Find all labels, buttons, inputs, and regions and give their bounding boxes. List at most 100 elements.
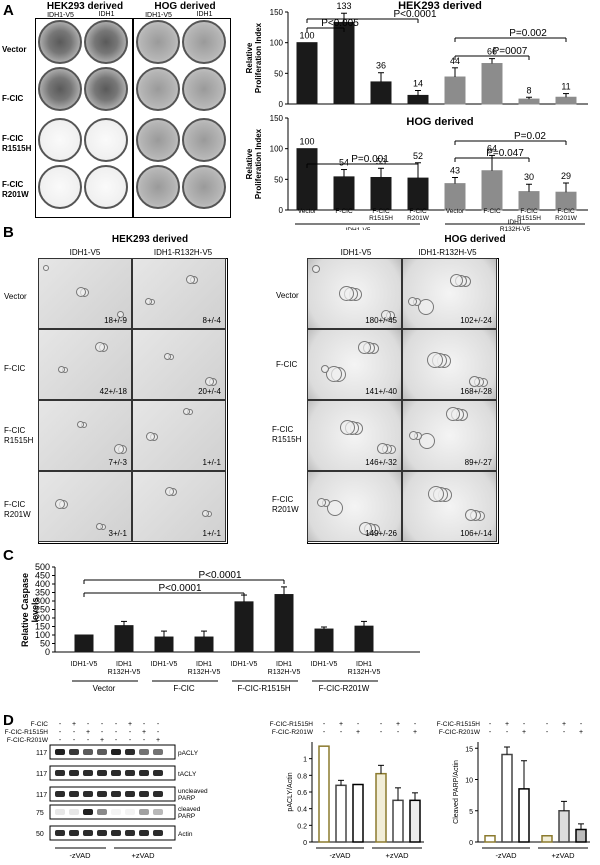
legend-sign: -	[506, 729, 509, 736]
legend-sign: +	[356, 729, 360, 736]
bar	[318, 745, 330, 843]
hek-microscopy-cell: 7+/-3	[38, 400, 132, 471]
panel-b-label: B	[3, 224, 14, 241]
y-tick-label: 250	[35, 605, 50, 615]
bar	[518, 98, 540, 105]
blot-band	[139, 770, 149, 776]
y-tick-label: 150	[270, 8, 284, 17]
parp-quant-chart: 0 5 10 15	[465, 742, 590, 847]
panel-b-hog-row-fcic: F-CIC	[276, 360, 298, 369]
colony-count: 20+/-4	[198, 387, 221, 396]
value-label: 52	[413, 151, 423, 161]
x-category-line: IDH1-V5	[71, 661, 98, 668]
y-tick-label: 350	[35, 588, 50, 598]
x-category-line: IDH1	[356, 661, 372, 668]
colony-spot	[95, 342, 105, 352]
hog-proliferation-chart: 0 50 100 150 100 54 53 52 43 64 30 29 HOG derived Rel…	[245, 114, 588, 215]
legend-sign: +	[579, 729, 583, 736]
x-category-label: IDH1 R132H-V5	[188, 661, 221, 676]
hog-microscopy-cell: 141+/-40	[307, 329, 402, 400]
panel-a-row-fcic: F-CIC	[2, 94, 24, 103]
blot-band	[97, 749, 107, 755]
x-category-label: F-CIC R201W	[555, 208, 578, 222]
blot-band	[97, 809, 107, 815]
legend-sign: -	[580, 721, 583, 728]
bar	[501, 753, 513, 843]
panel-c-label: C	[3, 547, 14, 564]
blot-band	[97, 791, 107, 797]
y-axis-title-line: Proliferation Index	[254, 22, 263, 93]
hek-microscopy-cell: 1+/-1	[132, 471, 226, 542]
colony-count: 180+/-45	[365, 316, 397, 325]
p-value: P<0.005	[321, 18, 359, 29]
condition-sign: -	[73, 737, 76, 744]
colony-spot	[381, 310, 391, 320]
colony-count: 141+/-40	[365, 387, 397, 396]
panel-a-label: A	[3, 2, 14, 19]
panel-a-hek-header: HEK293 derived	[46, 1, 124, 12]
chart-title: HEK293 derived	[398, 0, 482, 12]
legend-sign: -	[380, 721, 383, 728]
treatment-label: -zVAD	[495, 851, 517, 860]
x-category-line: F-CIC	[483, 208, 501, 215]
colony-spot	[419, 433, 435, 449]
condition-sign: -	[87, 737, 90, 744]
blot-label: tACLY	[178, 771, 197, 778]
legend-sign: -	[546, 721, 549, 728]
group-label-idh1: IDH1-V5	[346, 227, 371, 230]
colony-spot	[164, 353, 171, 360]
y-tick-label: 0.2	[297, 823, 307, 830]
blot-band	[139, 791, 149, 797]
blot-band	[125, 749, 135, 755]
y-axis-title: Relative Caspaselevels	[20, 573, 40, 647]
bar	[352, 783, 364, 843]
legend-sign: -	[489, 721, 492, 728]
panel-a-hog-header: HOG derived	[154, 1, 216, 12]
condition-sign: +	[100, 737, 104, 744]
hek-microscopy-cell: 1+/-1	[132, 400, 226, 471]
bar	[484, 835, 496, 843]
bar	[555, 96, 577, 105]
x-category-label: IDH1-V5	[71, 661, 98, 668]
colony-spot	[450, 274, 463, 287]
hek-dish	[38, 67, 82, 111]
hek-microscopy-cell: 8+/-4	[132, 258, 226, 329]
condition-sign: -	[59, 729, 62, 736]
y-axis-title: Cleaved PARP/Actin	[453, 760, 460, 824]
colony-spot	[326, 366, 342, 382]
blot-band	[111, 749, 121, 755]
hek-dish	[84, 20, 128, 64]
blot-label-line: cleaved	[178, 806, 201, 813]
colony-spot	[77, 421, 84, 428]
colony-spot	[96, 523, 103, 530]
mw-marker: 75	[36, 810, 44, 817]
y-tick-label: 0	[469, 840, 473, 847]
x-category-line: F-CIC	[335, 208, 353, 215]
bar	[392, 799, 404, 843]
bar	[154, 636, 174, 653]
blot-label-line: PARP	[178, 795, 195, 802]
blot-label: Actin	[178, 831, 193, 838]
x-category-line: IDH1-V5	[151, 661, 178, 668]
y-tick-label: 500	[35, 562, 50, 572]
value-label: 133	[336, 1, 351, 11]
value-label: 30	[524, 172, 534, 182]
bar	[333, 176, 355, 211]
condition-label: F-CIC-R201W	[7, 737, 49, 744]
x-category-label: F-CIC R1515H	[369, 208, 393, 222]
treatment-label: +zVAD	[132, 851, 156, 860]
bar	[194, 636, 214, 653]
panel-b-hog-col-r132h: IDH1-R132H-V5	[418, 248, 477, 257]
colony-spot	[377, 443, 388, 454]
panel-b-hek-row-r1515h: F-CIC R1515H	[4, 426, 34, 445]
bar	[481, 170, 503, 211]
hog-microscopy-cell: 168+/-28	[402, 329, 497, 400]
blot-band	[83, 770, 93, 776]
legend-sign: -	[414, 721, 417, 728]
y-tick-label: 0.6	[297, 790, 307, 797]
condition-sign: -	[129, 729, 132, 736]
legend-sign: +	[339, 721, 343, 728]
blot-band	[69, 791, 79, 797]
blot-band	[139, 749, 149, 755]
hog-microscopy-cell: 146+/-32	[307, 400, 402, 471]
